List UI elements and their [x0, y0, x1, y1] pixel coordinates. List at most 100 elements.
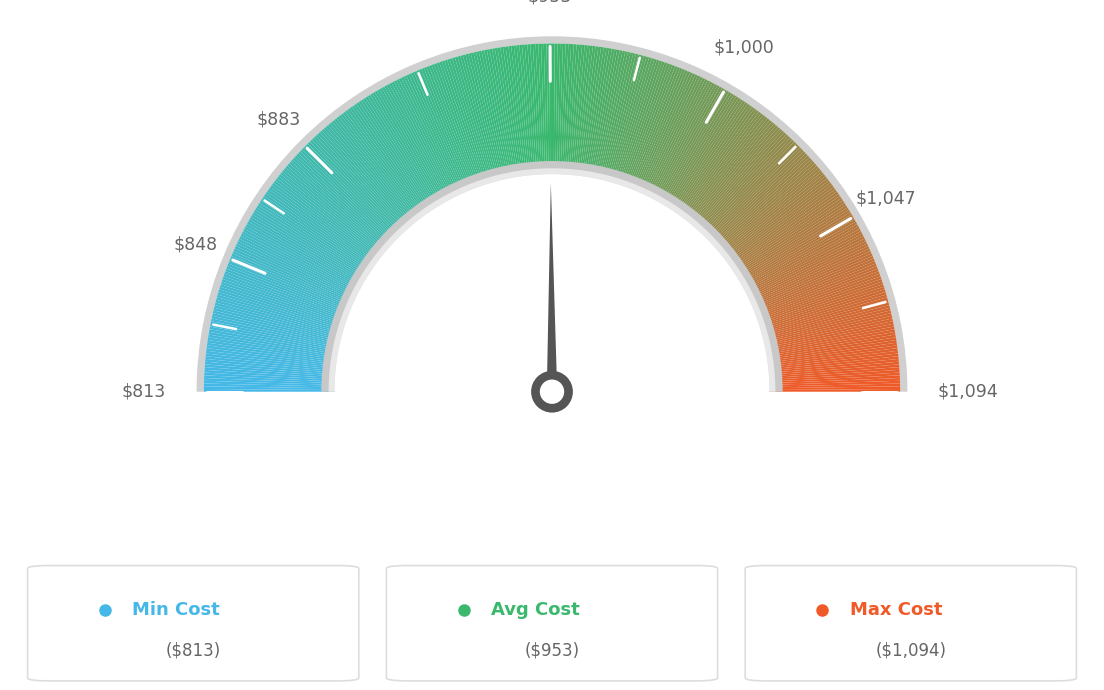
Wedge shape — [308, 141, 401, 237]
Wedge shape — [221, 282, 346, 324]
Wedge shape — [432, 64, 478, 188]
Wedge shape — [314, 136, 404, 233]
Wedge shape — [660, 89, 726, 204]
Wedge shape — [302, 148, 397, 240]
Wedge shape — [719, 168, 820, 253]
Wedge shape — [206, 346, 337, 364]
Wedge shape — [208, 335, 338, 357]
Wedge shape — [559, 43, 565, 175]
Wedge shape — [248, 219, 363, 286]
Wedge shape — [296, 153, 393, 244]
Wedge shape — [205, 362, 336, 375]
Wedge shape — [235, 246, 354, 302]
Wedge shape — [424, 67, 474, 189]
Wedge shape — [736, 208, 849, 278]
Wedge shape — [204, 389, 335, 392]
Wedge shape — [644, 75, 700, 195]
Wedge shape — [691, 124, 776, 225]
Wedge shape — [216, 295, 343, 333]
Wedge shape — [233, 251, 353, 305]
Wedge shape — [767, 343, 898, 363]
Wedge shape — [755, 266, 878, 315]
Wedge shape — [749, 244, 868, 301]
Wedge shape — [606, 55, 641, 181]
Wedge shape — [204, 375, 335, 383]
Wedge shape — [769, 386, 900, 390]
Wedge shape — [429, 65, 477, 188]
Wedge shape — [751, 248, 870, 304]
Wedge shape — [503, 47, 523, 176]
Wedge shape — [386, 84, 450, 200]
Wedge shape — [234, 248, 353, 304]
Wedge shape — [219, 289, 344, 329]
Wedge shape — [712, 155, 809, 245]
Wedge shape — [346, 110, 424, 217]
Wedge shape — [646, 78, 705, 196]
Wedge shape — [321, 129, 410, 228]
Wedge shape — [414, 71, 467, 192]
Wedge shape — [626, 64, 672, 188]
Wedge shape — [237, 241, 355, 299]
Wedge shape — [754, 261, 875, 312]
Wedge shape — [293, 157, 391, 246]
Wedge shape — [256, 205, 369, 277]
Wedge shape — [637, 71, 690, 192]
FancyBboxPatch shape — [28, 566, 359, 681]
Wedge shape — [716, 164, 817, 250]
Wedge shape — [689, 121, 774, 224]
Wedge shape — [761, 295, 888, 333]
Wedge shape — [724, 178, 829, 259]
Wedge shape — [733, 198, 843, 273]
Wedge shape — [530, 44, 540, 175]
Wedge shape — [316, 134, 405, 232]
Wedge shape — [217, 292, 343, 331]
Wedge shape — [735, 203, 846, 275]
Wedge shape — [677, 107, 754, 215]
Wedge shape — [766, 335, 896, 357]
Wedge shape — [372, 92, 442, 205]
Wedge shape — [699, 134, 788, 232]
Wedge shape — [290, 159, 390, 248]
Wedge shape — [584, 48, 606, 177]
Wedge shape — [764, 310, 891, 342]
Wedge shape — [554, 43, 558, 174]
Wedge shape — [286, 166, 386, 252]
Wedge shape — [769, 375, 900, 383]
Wedge shape — [769, 364, 900, 376]
Wedge shape — [574, 46, 591, 175]
Wedge shape — [763, 308, 891, 341]
Wedge shape — [652, 83, 715, 199]
Wedge shape — [384, 86, 448, 201]
Wedge shape — [253, 212, 365, 281]
Wedge shape — [245, 224, 361, 288]
Wedge shape — [487, 49, 513, 178]
Wedge shape — [533, 44, 542, 175]
Wedge shape — [205, 353, 336, 370]
Wedge shape — [357, 102, 431, 212]
Wedge shape — [627, 65, 675, 188]
Wedge shape — [735, 205, 848, 277]
Wedge shape — [439, 61, 484, 186]
Wedge shape — [726, 183, 832, 262]
Wedge shape — [605, 54, 638, 181]
Text: Avg Cost: Avg Cost — [491, 601, 580, 619]
Wedge shape — [617, 60, 659, 185]
Wedge shape — [769, 367, 900, 378]
Wedge shape — [298, 151, 394, 243]
Wedge shape — [746, 236, 864, 296]
Wedge shape — [750, 246, 869, 302]
Wedge shape — [326, 125, 412, 226]
Wedge shape — [241, 234, 358, 295]
Wedge shape — [528, 44, 539, 175]
Wedge shape — [261, 198, 371, 273]
Text: ($813): ($813) — [166, 642, 221, 660]
Wedge shape — [343, 112, 423, 217]
Wedge shape — [766, 332, 895, 356]
Wedge shape — [769, 381, 900, 386]
Wedge shape — [508, 46, 527, 176]
Wedge shape — [204, 370, 335, 380]
Wedge shape — [688, 120, 772, 223]
Wedge shape — [741, 219, 856, 286]
Wedge shape — [702, 140, 794, 235]
Wedge shape — [210, 326, 338, 353]
